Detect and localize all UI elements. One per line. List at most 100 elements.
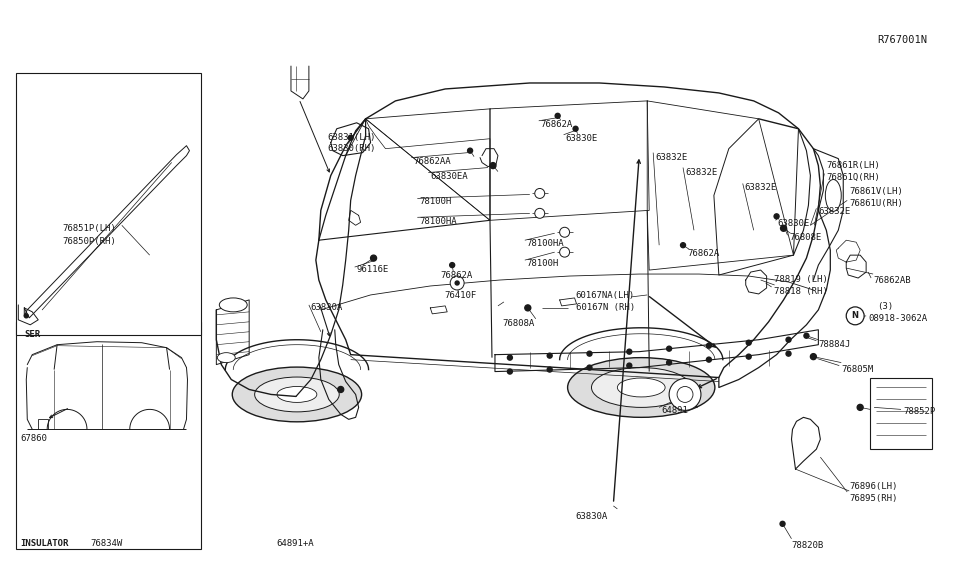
Text: 76861R(LH): 76861R(LH) bbox=[827, 161, 880, 170]
Circle shape bbox=[707, 343, 712, 348]
Text: 78100H: 78100H bbox=[419, 198, 451, 207]
Text: R767001N: R767001N bbox=[878, 35, 927, 45]
Ellipse shape bbox=[567, 358, 715, 417]
Text: 76834W: 76834W bbox=[90, 539, 122, 548]
Text: 60167NA(LH): 60167NA(LH) bbox=[575, 291, 635, 300]
Text: 78819 (LH): 78819 (LH) bbox=[773, 275, 828, 284]
Circle shape bbox=[490, 162, 496, 169]
Circle shape bbox=[746, 340, 751, 345]
Circle shape bbox=[24, 314, 28, 318]
Text: 76862A: 76862A bbox=[687, 249, 720, 258]
Text: 78100HA: 78100HA bbox=[419, 217, 457, 226]
Circle shape bbox=[573, 126, 578, 131]
Circle shape bbox=[667, 360, 672, 365]
Circle shape bbox=[707, 357, 712, 362]
Text: 76808E: 76808E bbox=[790, 233, 822, 242]
Circle shape bbox=[780, 521, 785, 526]
Text: 76808A: 76808A bbox=[502, 319, 534, 328]
Circle shape bbox=[348, 135, 353, 140]
Circle shape bbox=[786, 337, 791, 342]
Circle shape bbox=[534, 188, 545, 199]
Text: 76895(RH): 76895(RH) bbox=[849, 494, 898, 503]
Ellipse shape bbox=[825, 179, 841, 211]
Circle shape bbox=[507, 369, 513, 374]
Bar bbox=[38, 419, 48, 429]
Text: 63832E: 63832E bbox=[745, 183, 777, 192]
Text: 76850P(RH): 76850P(RH) bbox=[62, 237, 116, 246]
Ellipse shape bbox=[217, 353, 235, 363]
Circle shape bbox=[857, 404, 863, 410]
Text: 76861U(RH): 76861U(RH) bbox=[849, 199, 903, 208]
Circle shape bbox=[560, 247, 569, 257]
Circle shape bbox=[786, 351, 791, 356]
Ellipse shape bbox=[277, 387, 317, 402]
Text: 76805M: 76805M bbox=[841, 365, 874, 374]
Text: 76862A: 76862A bbox=[541, 120, 573, 129]
Text: 78852P: 78852P bbox=[903, 408, 935, 417]
Text: 67860: 67860 bbox=[20, 434, 47, 443]
Text: 78820B: 78820B bbox=[792, 541, 824, 550]
Circle shape bbox=[525, 305, 530, 311]
Bar bbox=[17, 322, 202, 548]
Circle shape bbox=[667, 346, 672, 351]
Text: 08918-3062A: 08918-3062A bbox=[868, 314, 927, 323]
Text: 76861V(LH): 76861V(LH) bbox=[849, 187, 903, 196]
Text: N: N bbox=[852, 311, 859, 320]
Circle shape bbox=[774, 214, 779, 219]
Circle shape bbox=[846, 307, 864, 325]
Text: 76851P(LH): 76851P(LH) bbox=[62, 224, 116, 233]
Text: 63830EA: 63830EA bbox=[430, 171, 468, 181]
Text: (3): (3) bbox=[878, 302, 893, 311]
Text: 64891+A: 64891+A bbox=[276, 539, 314, 548]
Circle shape bbox=[804, 333, 809, 338]
Circle shape bbox=[627, 349, 632, 354]
Circle shape bbox=[450, 276, 464, 290]
Text: 63830A: 63830A bbox=[311, 303, 343, 312]
Ellipse shape bbox=[254, 377, 339, 412]
Text: 76862AB: 76862AB bbox=[873, 276, 911, 285]
Circle shape bbox=[587, 365, 592, 370]
Text: 78100HA: 78100HA bbox=[526, 239, 565, 248]
Circle shape bbox=[681, 243, 685, 248]
Ellipse shape bbox=[232, 367, 362, 422]
Circle shape bbox=[669, 379, 701, 410]
Text: 76861Q(RH): 76861Q(RH) bbox=[827, 173, 880, 182]
Circle shape bbox=[677, 387, 693, 402]
Circle shape bbox=[468, 148, 473, 153]
Text: 60167N (RH): 60167N (RH) bbox=[575, 303, 635, 312]
Ellipse shape bbox=[592, 367, 691, 408]
Text: 78884J: 78884J bbox=[818, 340, 850, 349]
Text: SER: SER bbox=[24, 330, 40, 339]
Circle shape bbox=[507, 355, 513, 360]
Text: 63830E: 63830E bbox=[778, 219, 810, 228]
Text: 76896(LH): 76896(LH) bbox=[849, 482, 898, 491]
Circle shape bbox=[587, 351, 592, 356]
Text: 76862A: 76862A bbox=[441, 271, 473, 280]
Circle shape bbox=[781, 225, 787, 231]
Ellipse shape bbox=[219, 298, 248, 312]
Text: 64891: 64891 bbox=[661, 406, 688, 415]
Circle shape bbox=[534, 208, 545, 218]
Circle shape bbox=[337, 387, 344, 392]
Text: 63832E: 63832E bbox=[655, 153, 687, 162]
Text: 63830(RH): 63830(RH) bbox=[328, 144, 376, 153]
Ellipse shape bbox=[617, 378, 665, 397]
Text: 96116E: 96116E bbox=[357, 265, 389, 274]
Circle shape bbox=[449, 263, 454, 268]
Text: 63832E: 63832E bbox=[818, 207, 850, 216]
Circle shape bbox=[627, 363, 632, 368]
Circle shape bbox=[555, 113, 561, 118]
Text: 76862AA: 76862AA bbox=[413, 157, 451, 166]
Text: 63831(LH): 63831(LH) bbox=[328, 133, 376, 142]
Text: INSULATOR: INSULATOR bbox=[20, 539, 68, 548]
Circle shape bbox=[370, 255, 376, 261]
Bar bbox=[870, 378, 932, 449]
Text: 78818 (RH): 78818 (RH) bbox=[773, 287, 828, 296]
Text: 76410F: 76410F bbox=[445, 291, 477, 300]
Circle shape bbox=[560, 228, 569, 237]
Text: 63830E: 63830E bbox=[566, 134, 598, 143]
Circle shape bbox=[810, 354, 816, 359]
Text: 63830A: 63830A bbox=[575, 512, 607, 521]
Circle shape bbox=[547, 353, 552, 358]
Text: 78100H: 78100H bbox=[526, 259, 559, 268]
